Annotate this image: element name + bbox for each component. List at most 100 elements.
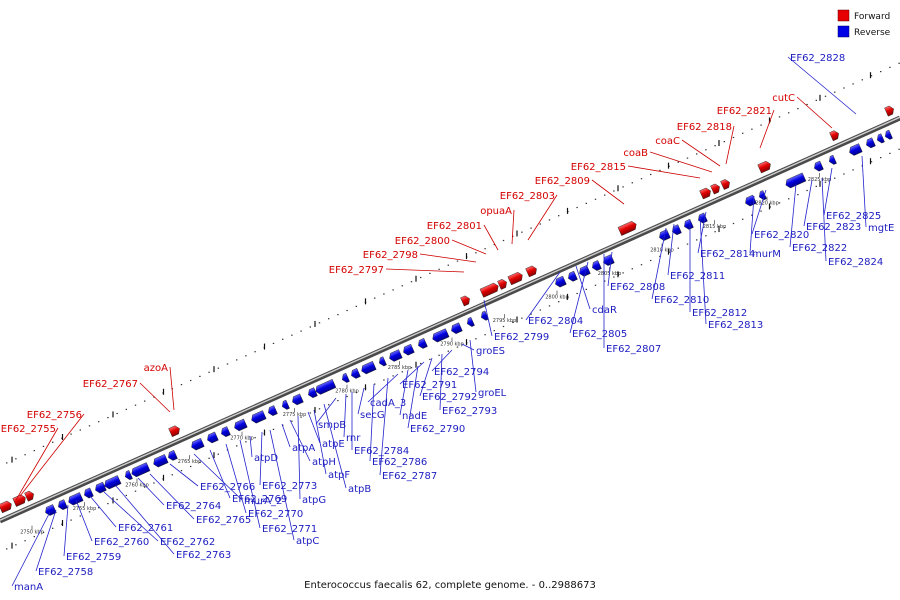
guide-dot	[217, 453, 219, 455]
gene-label: EF62_2811	[670, 271, 725, 282]
leader-line	[725, 125, 735, 165]
reverse-gene-block	[555, 275, 567, 288]
leader-line	[699, 215, 707, 325]
guide-dot	[180, 384, 183, 386]
guide-dot	[834, 177, 836, 179]
guide-dot	[153, 396, 155, 398]
scale-label: 2820 kbp	[755, 201, 779, 207]
reverse-gene-block	[125, 470, 133, 481]
gene-label: EF62_2805	[572, 329, 627, 340]
guide-dot	[843, 87, 845, 89]
guide-dot	[144, 486, 146, 488]
guide-dot	[456, 346, 459, 348]
leader-line	[461, 343, 475, 351]
forward-gene-block	[24, 490, 34, 502]
reverse-gene-block	[153, 454, 169, 468]
guide-dot	[236, 359, 238, 361]
reverse-gene-block	[84, 487, 94, 499]
guide-dot	[42, 531, 45, 533]
guide-dot	[521, 317, 523, 319]
guide-dot	[374, 383, 376, 385]
guide-dot	[254, 437, 256, 439]
guide-dot	[834, 91, 836, 93]
reverse-gene-block	[877, 133, 885, 144]
guide-dot	[429, 272, 431, 274]
guide-dot	[650, 259, 652, 262]
guide-dot	[806, 103, 808, 106]
guide-dot	[383, 293, 385, 295]
gene-label: atpB	[348, 484, 371, 495]
gene-label: atpC	[296, 536, 319, 547]
guide-dot	[291, 334, 293, 336]
leader-line	[527, 194, 558, 241]
leader-line	[313, 409, 327, 475]
guide-dot	[548, 219, 551, 221]
gene-label: groEL	[478, 388, 507, 399]
guide-dot	[318, 322, 321, 324]
leader-line	[651, 227, 667, 300]
guide-dot	[788, 112, 790, 114]
guide-dot	[328, 404, 330, 406]
reverse-gene-block	[432, 328, 450, 343]
guide-dot	[760, 124, 762, 126]
guide-dot	[410, 281, 413, 283]
guide-dot	[696, 153, 698, 155]
gene-label: EF62_2803	[500, 191, 555, 202]
reverse-gene-block	[814, 160, 824, 172]
scale-label: 2765 kbp	[178, 459, 202, 465]
reverse-gene-block	[866, 137, 876, 149]
scale-label: 2760 kbp	[125, 483, 149, 489]
leader-line	[137, 477, 165, 506]
guide-dot	[318, 408, 321, 410]
reverse-gene-block	[361, 360, 377, 375]
gene-label: EF62_2797	[329, 265, 384, 276]
gene-label: EF62_2810	[654, 295, 709, 306]
guide-dot	[374, 297, 376, 299]
gene-label: EF62_2771	[262, 524, 317, 535]
scale-label: 2785 kbp	[388, 365, 412, 371]
leader-line	[419, 357, 433, 397]
guide-dot	[493, 244, 495, 246]
forward-gene-block	[829, 130, 839, 142]
reverse-gene-block	[379, 356, 387, 367]
gene-label: EF62_2784	[354, 446, 409, 457]
guide-dot	[52, 441, 54, 443]
forward-gene-block	[12, 494, 26, 507]
reverse-gene-block	[315, 379, 337, 395]
guide-dot	[401, 285, 403, 287]
guide-dot	[843, 173, 845, 175]
reverse-gene-block	[308, 387, 318, 399]
leader-line	[379, 377, 389, 476]
guide-dot	[686, 157, 689, 159]
leader-line	[15, 427, 59, 501]
gene-label: EF62_2758	[38, 567, 93, 578]
reverse-gene-block	[168, 449, 178, 461]
gene-label: EF62_2755	[1, 424, 56, 435]
forward-gene-block	[497, 279, 507, 290]
guide-dot	[640, 178, 643, 180]
leader-line	[451, 239, 487, 255]
guide-dot	[98, 421, 100, 423]
legend-forward-label: Forward	[854, 12, 890, 22]
gene-label: atpE	[322, 439, 345, 450]
guide-dot	[456, 260, 459, 262]
leader-line	[419, 253, 477, 263]
reverse-gene-block	[759, 190, 767, 201]
leader-line	[796, 96, 833, 129]
leader-line	[385, 268, 465, 273]
gene-label: EF62_2800	[395, 236, 450, 247]
forward-gene-block	[710, 183, 720, 195]
leader-line	[751, 189, 767, 235]
leader-line	[35, 509, 57, 572]
guide-dot	[723, 141, 725, 143]
guide-dot	[42, 445, 45, 447]
guide-dot	[870, 161, 873, 163]
legend-reverse-swatch	[837, 25, 850, 38]
leader-line	[789, 183, 797, 248]
guide-dot	[79, 429, 81, 431]
reverse-gene-block	[95, 481, 107, 494]
forward-gene-block	[720, 179, 730, 190]
reverse-gene-block	[104, 475, 122, 490]
gene-label: EF62_2759	[66, 552, 121, 563]
guide-dot	[98, 507, 100, 509]
